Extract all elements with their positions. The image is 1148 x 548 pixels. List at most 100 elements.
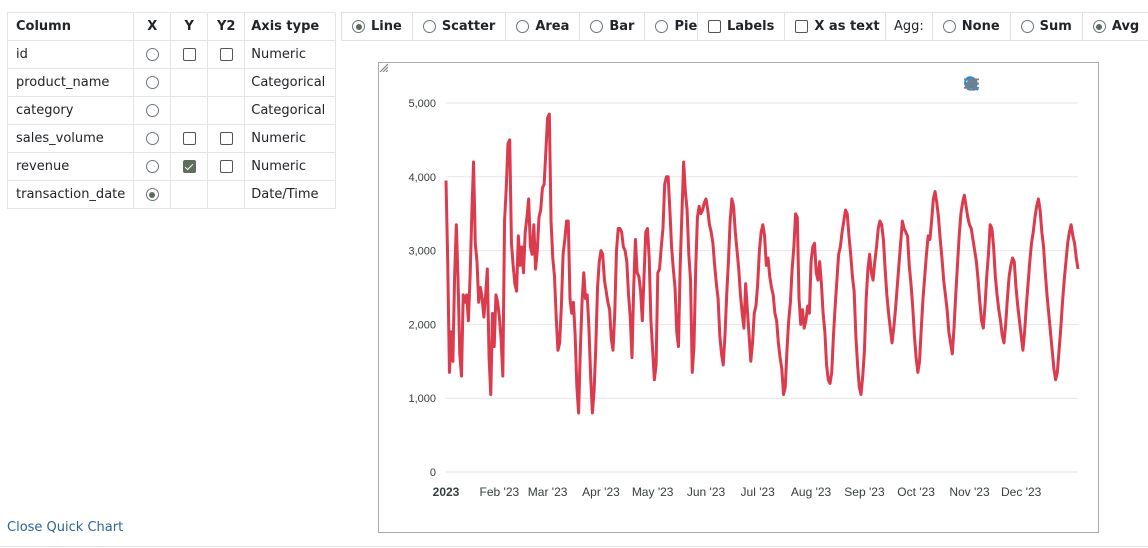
display-options-group: Labels X as text	[697, 12, 891, 41]
chart-type-label: Area	[535, 19, 570, 34]
series-line-revenue[interactable]	[444, 112, 1080, 415]
x-radio[interactable]	[145, 104, 159, 117]
axis-type-header: Axis type	[244, 12, 337, 41]
agg-avg[interactable]: Avg	[1083, 13, 1148, 40]
column-name: product_name	[6, 68, 135, 97]
y2-checkbox[interactable]	[219, 132, 233, 145]
x-cell	[133, 152, 172, 181]
y-cell	[170, 124, 209, 153]
agg-radio[interactable]	[942, 20, 956, 33]
zoom-out-icon[interactable]	[964, 75, 1000, 92]
x-radio[interactable]	[145, 160, 159, 173]
y-checkbox[interactable]	[182, 48, 196, 61]
column-row-revenue: revenue Numeric	[6, 152, 337, 181]
y-cell	[170, 96, 209, 125]
columns-header-row: Column X Y Y2 Axis type	[6, 12, 337, 41]
x-cell	[133, 68, 172, 97]
line-chart[interactable]: 0 1,000 2,000 3,000 4,000 5,000 2023 Feb '23 Mar…	[379, 63, 1098, 532]
agg-sum[interactable]: Sum	[1011, 13, 1083, 40]
x-cell	[133, 40, 172, 69]
chart-type-scatter[interactable]: Scatter	[413, 13, 507, 40]
y-tick-label: 5,000	[408, 98, 436, 110]
y-tick-label: 0	[430, 467, 436, 479]
column-name: revenue	[6, 152, 135, 181]
chart-container: 0 1,000 2,000 3,000 4,000 5,000 2023 Feb '23 Mar…	[378, 62, 1099, 533]
x-as-text-checkbox[interactable]	[795, 20, 809, 33]
chart-type-radio[interactable]	[422, 20, 436, 33]
x-radio[interactable]	[145, 132, 159, 145]
column-header: Column	[6, 12, 135, 41]
chart-toolbar	[963, 75, 1080, 92]
zoom-selection-icon[interactable]	[964, 75, 1020, 92]
y-checkbox[interactable]	[182, 132, 196, 145]
y-cell	[170, 180, 209, 209]
labels-toggle[interactable]: Labels	[698, 13, 786, 40]
chart-type-line[interactable]: Line	[342, 13, 413, 40]
axis-type: Categorical	[244, 68, 337, 97]
agg-none[interactable]: None	[933, 13, 1011, 40]
axis-type: Categorical	[244, 96, 337, 125]
x-tick-label: 2023	[433, 485, 460, 499]
x-as-text-toggle[interactable]: X as text	[785, 13, 889, 40]
reset-home-icon[interactable]	[965, 75, 1060, 92]
axis-type: Numeric	[244, 152, 337, 181]
y2-cell	[207, 96, 246, 125]
x-tick-label: Nov '23	[949, 485, 990, 499]
labels-label: Labels	[727, 19, 775, 34]
axis-type: Numeric	[244, 124, 337, 153]
x-tick-label: Feb '23	[480, 485, 520, 499]
resize-handle[interactable]	[379, 63, 388, 72]
chart-type-area[interactable]: Area	[506, 13, 581, 40]
x-radio[interactable]	[145, 48, 159, 61]
y2-cell	[207, 40, 246, 69]
chart-type-radio[interactable]	[516, 20, 530, 33]
y-tick-label: 2,000	[408, 319, 436, 331]
chart-type-radio[interactable]	[655, 20, 669, 33]
chart-type-label: Line	[371, 19, 402, 34]
x-tick-label: May '23	[632, 485, 674, 499]
agg-radio[interactable]	[1092, 20, 1106, 33]
x-header: X	[133, 12, 172, 41]
y-tick-label: 4,000	[408, 172, 436, 184]
x-tick-label: Sep '23	[844, 485, 885, 499]
chart-type-radio[interactable]	[590, 20, 604, 33]
x-tick-label: Apr '23	[582, 485, 620, 499]
x-radio[interactable]	[145, 188, 159, 201]
x-cell	[133, 180, 172, 209]
y-checkbox[interactable]	[182, 160, 196, 173]
y2-header: Y2	[207, 12, 246, 41]
x-tick-label: Dec '23	[1001, 485, 1042, 499]
y-tick-label: 3,000	[408, 246, 436, 258]
chart-type-label: Pie	[674, 19, 698, 34]
chart-type-group: Line Scatter Area Bar Pie	[341, 12, 709, 41]
x-tick-label: Oct '23	[897, 485, 935, 499]
chart-type-pie[interactable]: Pie	[645, 13, 707, 40]
axis-type: Date/Time	[244, 180, 337, 209]
column-name: sales_volume	[6, 124, 135, 153]
x-cell	[133, 96, 172, 125]
bottom-divider	[0, 546, 1148, 547]
chart-type-bar[interactable]: Bar	[580, 13, 646, 40]
y2-checkbox[interactable]	[219, 160, 233, 173]
agg-option-label: Sum	[1039, 19, 1072, 34]
agg-radio[interactable]	[1020, 20, 1034, 33]
y2-cell	[207, 68, 246, 97]
x-tick-label: Jul '23	[741, 485, 776, 499]
pan-hand-icon[interactable]	[965, 75, 1040, 92]
column-name: id	[6, 40, 135, 69]
x-tick-label: Mar '23	[528, 485, 568, 499]
x-radio[interactable]	[145, 76, 159, 89]
menu-icon[interactable]	[964, 75, 1080, 92]
labels-checkbox[interactable]	[708, 20, 721, 33]
y-cell	[170, 68, 209, 97]
x-as-text-label: X as text	[814, 19, 880, 34]
agg-option-label: Avg	[1111, 19, 1140, 34]
agg-label: Agg:	[886, 13, 933, 40]
column-row-sales-volume: sales_volume Numeric	[6, 124, 337, 153]
x-tick-label: Aug '23	[791, 485, 832, 499]
y2-checkbox[interactable]	[219, 48, 233, 61]
y2-cell	[207, 152, 246, 181]
close-quick-chart-link[interactable]: Close Quick Chart	[7, 520, 124, 535]
chart-type-radio[interactable]	[352, 20, 365, 33]
column-row-transaction-date: transaction_date Date/Time	[6, 180, 337, 209]
